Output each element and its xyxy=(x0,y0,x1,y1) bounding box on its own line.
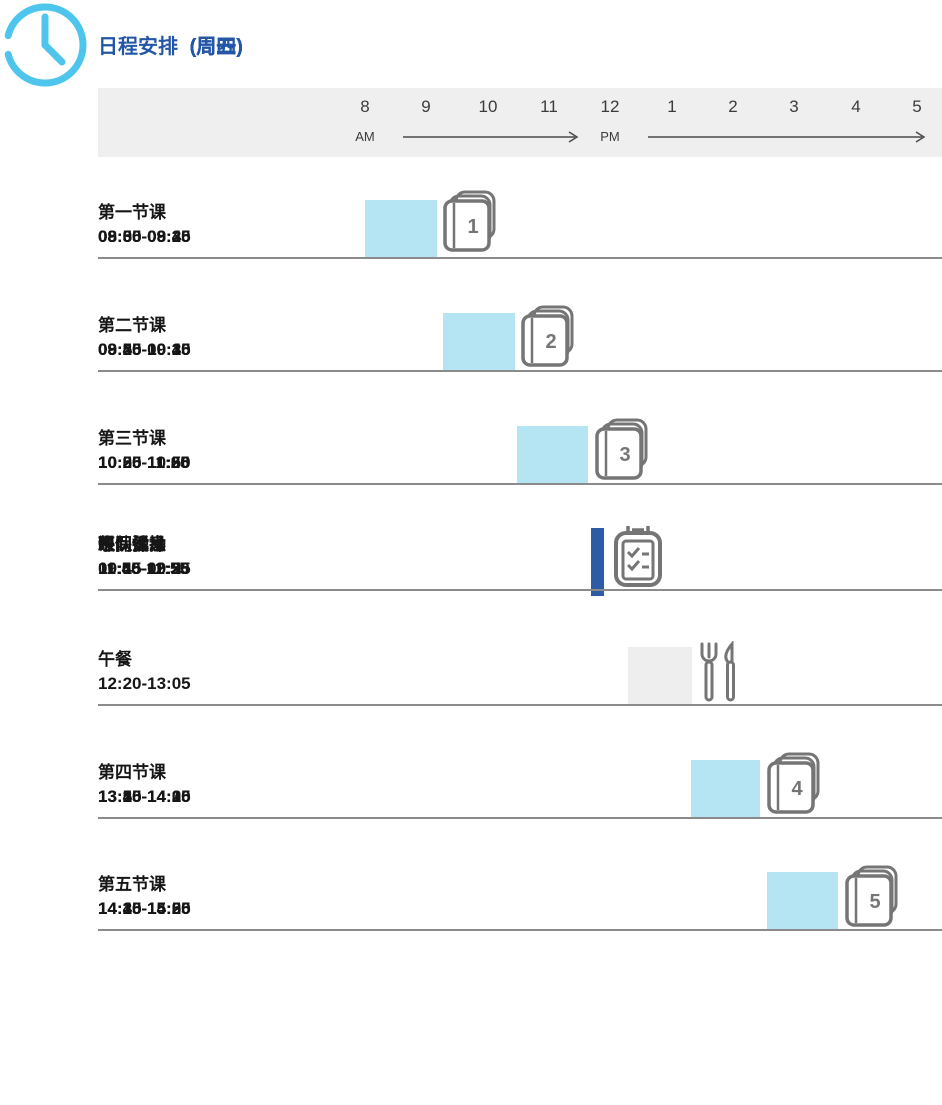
row-label: 午餐 xyxy=(98,650,132,669)
row-divider xyxy=(98,370,942,372)
time-bar xyxy=(365,200,437,258)
hour-label: 8 xyxy=(360,97,370,116)
fork-knife-icon xyxy=(697,641,737,703)
row-label-layer: 班队活动 xyxy=(98,535,166,554)
time-bar xyxy=(517,426,588,484)
row-time-layer: 10:05-10:50 xyxy=(98,453,191,472)
time-bar xyxy=(628,647,692,705)
row-divider xyxy=(98,589,942,591)
hour-label: 11 xyxy=(540,97,558,116)
row-time-layer: 14:35-15:20 xyxy=(98,899,191,918)
row-label: 第四节课 xyxy=(98,763,166,782)
row-time-layer: 13:25-14:10 xyxy=(98,787,191,806)
row-label: 第二节课 xyxy=(98,316,166,335)
row-time-layer: 11:50-12:20 xyxy=(98,559,190,578)
row-time-layer: 12:20-13:05 xyxy=(98,674,191,693)
am-arrow-icon xyxy=(403,131,579,143)
hour-label: 5 xyxy=(912,97,922,116)
row-time-layer: 13:40-14:25 xyxy=(98,787,191,806)
hour-label: 1 xyxy=(667,97,677,116)
row-time-layer: 14:10-14:55 xyxy=(98,899,191,918)
row-divider xyxy=(98,483,942,485)
title-day-layer: (周三) xyxy=(189,36,243,58)
title-day-layer: (周一) xyxy=(189,36,243,58)
am-label: AM xyxy=(355,129,375,144)
book-number: 2 xyxy=(545,331,556,353)
book-number: 4 xyxy=(791,778,803,800)
book-icon: 4 xyxy=(765,752,821,814)
row-time-layer: 14:45-15:30 xyxy=(98,899,191,918)
row-divider xyxy=(98,704,942,706)
book-icon: 2 xyxy=(519,305,575,367)
clock-icon xyxy=(0,0,90,90)
hour-label: 12 xyxy=(600,97,620,116)
row-label: 第一节课 xyxy=(98,203,166,222)
row-time-layer: 11:45-11:55 xyxy=(98,559,189,578)
book-icon: 5 xyxy=(843,865,899,927)
row-time-layer: 09:50-10:35 xyxy=(98,340,191,359)
row-time-layer: 10:50-11:35 xyxy=(98,453,190,472)
row-label-layer: 课间操 xyxy=(98,535,149,554)
hour-label: 4 xyxy=(851,97,861,116)
page-title-text: 日程安排 xyxy=(98,36,178,58)
time-bar xyxy=(767,872,838,930)
row-label-layer: 眼保健操 xyxy=(98,535,166,554)
book-number: 5 xyxy=(869,891,880,913)
row-time-layer: 09:45-09:55 xyxy=(98,559,191,578)
title-day-layer: (周四) xyxy=(189,36,243,58)
time-bar xyxy=(691,760,760,818)
row-label: 第三节课 xyxy=(98,429,166,448)
row-label: 第五节课 xyxy=(98,875,166,894)
row-time-layer: 08:00-08:45 xyxy=(98,227,191,246)
row-time-layer: 09:25-10:10 xyxy=(98,340,191,359)
timeline-header: 8 9 10 11 12 1 2 3 4 5 AM PM xyxy=(98,88,942,157)
book-number: 1 xyxy=(467,216,478,238)
row-time-layer: 10:35-11:20 xyxy=(98,453,190,472)
hour-label: 2 xyxy=(728,97,738,116)
row-time-layer: 10:20-11:05 xyxy=(98,453,190,472)
page-title: 日程安排 (周一) (周二) (周三) (周四) (周五) xyxy=(98,30,243,58)
hour-label: 10 xyxy=(478,97,498,116)
row-divider xyxy=(98,257,942,259)
clipboard-icon xyxy=(612,524,664,588)
row-time-layer: 08:35-09:20 xyxy=(98,227,191,246)
row-time-layer: 14:20-15:05 xyxy=(98,899,191,918)
row-divider xyxy=(98,817,942,819)
book-icon: 3 xyxy=(593,418,649,480)
title-day-layer: (周五) xyxy=(189,36,243,58)
row-time-layer: 08:50-09:35 xyxy=(98,227,191,246)
row-time-layer: 13:50-14:35 xyxy=(98,787,191,806)
row-label-layer: 午间休息 xyxy=(98,535,166,554)
pm-label: PM xyxy=(600,129,620,144)
title-day-layer: (周二) xyxy=(189,36,243,58)
row-divider xyxy=(98,929,942,931)
row-time-layer: 10:15-10:25 xyxy=(98,559,191,578)
time-bar xyxy=(443,313,515,371)
row-time-layer: 08:55-09:40 xyxy=(98,340,191,359)
row-time-layer: 09:00-09:45 xyxy=(98,227,191,246)
book-icon: 1 xyxy=(441,190,497,252)
book-number: 3 xyxy=(619,444,630,466)
hour-label: 9 xyxy=(421,97,431,116)
pm-arrow-icon xyxy=(648,131,926,143)
hour-label: 3 xyxy=(789,97,799,116)
time-bar xyxy=(591,528,604,596)
row-time-layer: 09:40-10:25 xyxy=(98,340,191,359)
row-time-layer: 13:15-14:00 xyxy=(98,787,191,806)
